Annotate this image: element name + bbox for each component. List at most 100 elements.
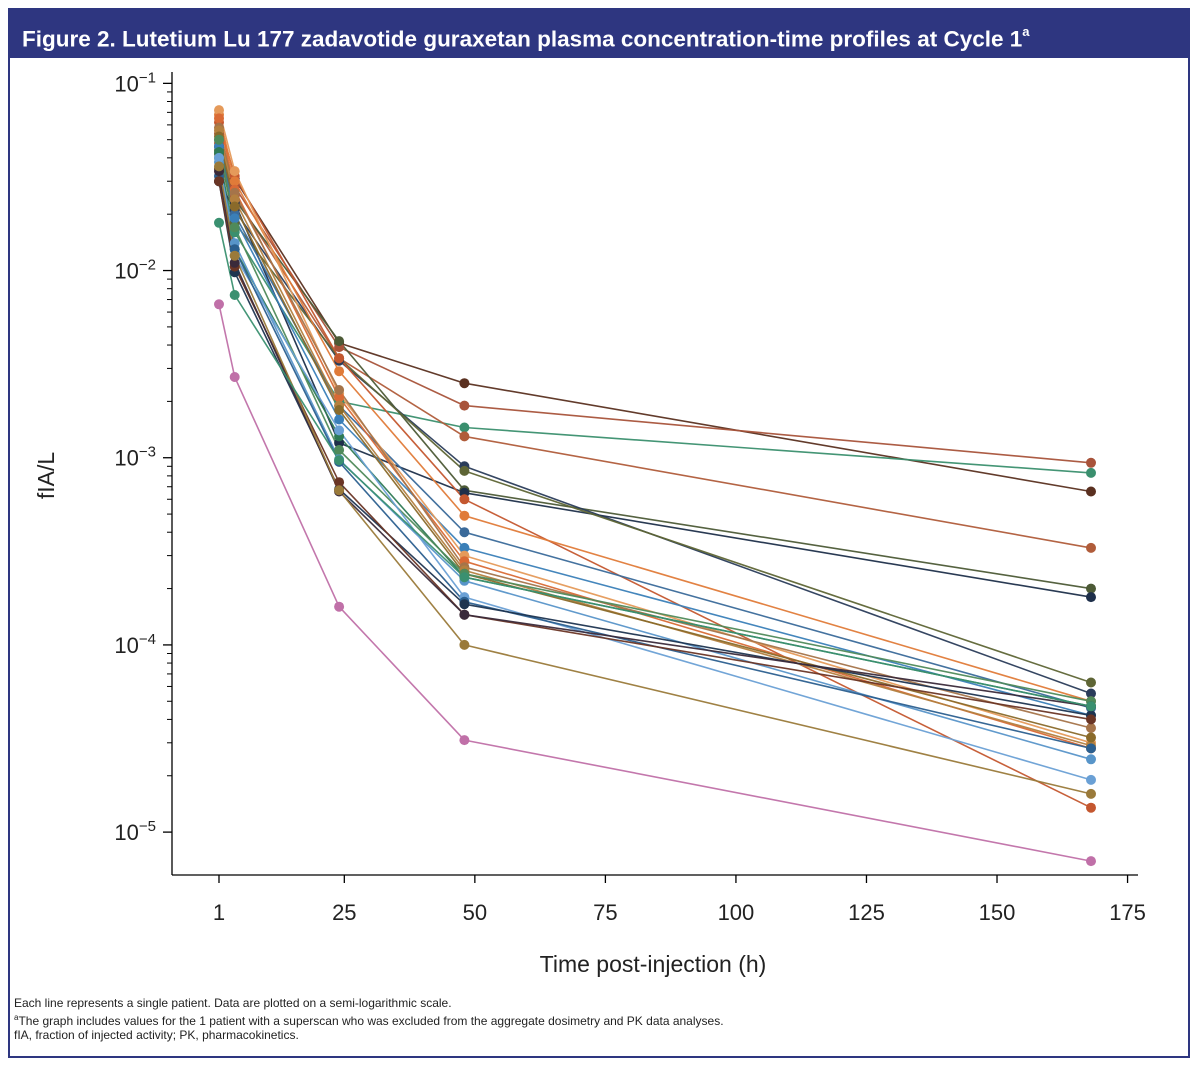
series-line-27 (218, 222, 1092, 708)
data-point (334, 445, 345, 455)
series-line-2 (218, 133, 1092, 464)
y-tick-label: 10−5 (114, 818, 156, 845)
data-point (229, 222, 240, 233)
data-point (334, 353, 345, 364)
data-point (334, 477, 345, 488)
figure-title-text: Figure 2. Lutetium Lu 177 zadavotide gur… (22, 26, 1023, 52)
data-point (459, 572, 470, 583)
data-point (334, 485, 345, 496)
data-point (459, 527, 470, 538)
series-line-6 (218, 146, 1092, 598)
series-line-28 (218, 304, 1092, 862)
data-point (1086, 467, 1096, 478)
data-point (229, 290, 240, 300)
series-line-13 (218, 109, 1092, 744)
data-point (1086, 723, 1096, 733)
x-axis-label: Time post-injection (h) (540, 951, 767, 977)
series-line-1 (218, 168, 1092, 493)
footnotes: Each line represents a single patient. D… (14, 996, 724, 1043)
data-point (1086, 743, 1096, 754)
figure-title-superscript: a (1022, 24, 1030, 39)
data-point (1086, 788, 1096, 799)
figure-frame: Figure 2. Lutetium Lu 177 zadavotide gur… (8, 8, 1190, 1058)
data-point (1086, 457, 1096, 468)
data-point (1086, 856, 1096, 867)
data-point (214, 105, 224, 116)
x-tick-label: 175 (1109, 900, 1146, 925)
data-point (1086, 754, 1096, 765)
data-point (459, 735, 470, 746)
data-point (459, 510, 470, 521)
data-point (334, 601, 345, 612)
data-point (459, 422, 470, 433)
data-point (1086, 486, 1096, 497)
data-point (1086, 688, 1096, 699)
x-tick-label: 25 (332, 900, 356, 925)
data-point (229, 250, 240, 261)
series-line-3 (218, 157, 1092, 474)
x-tick-label: 100 (718, 900, 755, 925)
data-point (334, 455, 345, 466)
x-tick-label: 125 (848, 900, 885, 925)
series-line-26 (218, 166, 1092, 795)
data-point (459, 378, 470, 389)
data-point (229, 257, 240, 268)
x-tick-label: 75 (593, 900, 617, 925)
data-point (459, 400, 470, 411)
data-point (334, 405, 345, 415)
data-point (459, 639, 470, 650)
data-point (459, 599, 470, 610)
data-point (459, 431, 470, 442)
data-point (459, 494, 470, 505)
concentration-time-chart: 1 25 50 75 100 125 150 17510−110−210−310−410−5T… (33, 69, 1146, 977)
data-point (459, 465, 470, 476)
data-point (334, 366, 345, 377)
footnote-marker: a (14, 1012, 19, 1022)
data-point (229, 194, 240, 205)
y-tick-label: 10−3 (114, 444, 156, 471)
data-point (214, 176, 224, 187)
y-axis-label: fIA/L (33, 452, 59, 500)
series-line-4 (218, 142, 1092, 549)
y-tick-label: 10−1 (114, 69, 156, 96)
figure-title: Figure 2. Lutetium Lu 177 zadavotide gur… (10, 10, 1188, 58)
data-point (1086, 592, 1096, 603)
x-tick-label: 150 (979, 900, 1016, 925)
x-tick-label: 1 (213, 900, 225, 925)
data-point (214, 161, 224, 172)
footnote-line-3: fIA, fraction of injected activity; PK, … (14, 1028, 299, 1042)
data-point (1086, 677, 1096, 688)
data-point (1086, 701, 1096, 712)
series-line-9 (218, 121, 1092, 809)
x-tick-label: 50 (463, 900, 487, 925)
data-point (229, 176, 240, 187)
data-point (334, 425, 345, 436)
data-point (1086, 774, 1096, 785)
data-point (1086, 583, 1096, 594)
footnote-line-2: aThe graph includes values for the 1 pat… (14, 1011, 724, 1029)
data-point (229, 213, 240, 224)
data-point (459, 609, 470, 620)
y-tick-label: 10−4 (114, 631, 156, 658)
data-point (214, 217, 224, 228)
data-point (229, 372, 240, 382)
data-point (214, 113, 224, 124)
data-point (229, 166, 240, 177)
data-point (334, 385, 345, 395)
series-line-12 (218, 146, 1092, 717)
series-line-14 (218, 118, 1092, 750)
data-point (1086, 542, 1096, 553)
data-point (214, 299, 224, 310)
footnote-line-2-text: The graph includes values for the 1 pati… (18, 1013, 724, 1028)
footnote-line-1: Each line represents a single patient. D… (14, 996, 452, 1010)
data-point (334, 336, 345, 347)
data-point (214, 152, 224, 163)
data-point (1086, 714, 1096, 725)
data-point (1086, 732, 1096, 743)
data-point (229, 201, 240, 212)
data-point (459, 542, 470, 553)
data-point (334, 392, 345, 403)
data-point (214, 134, 224, 145)
data-point (334, 414, 345, 425)
data-point (1086, 802, 1096, 813)
